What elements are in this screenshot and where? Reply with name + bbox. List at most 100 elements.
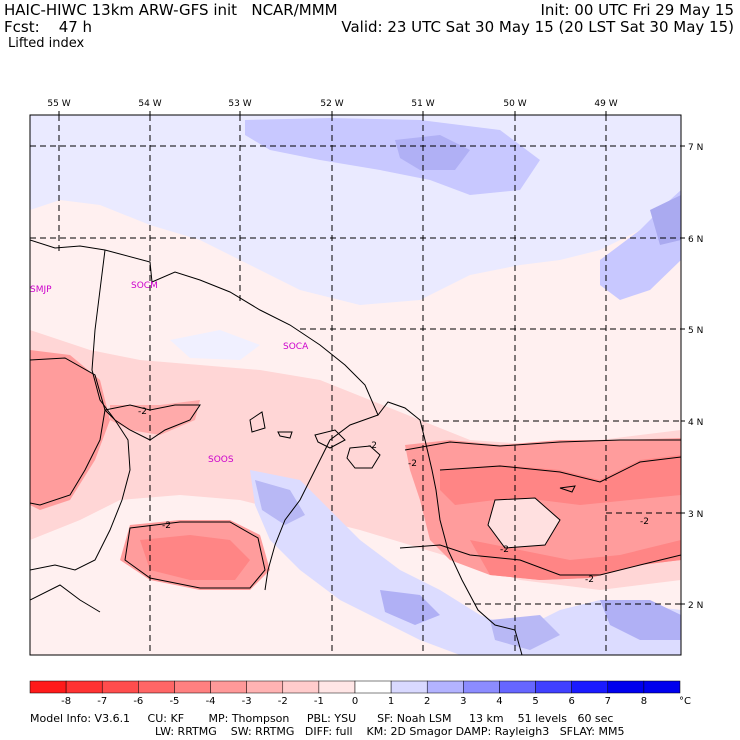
colorbar-swatch	[643, 680, 681, 694]
field-region-red-south-core	[140, 535, 250, 580]
lat-label: 3 N	[688, 510, 703, 520]
valid-line: Valid: 23 UTC Sat 30 May 15 (20 LST Sat …	[341, 18, 734, 36]
coastline-west	[30, 239, 106, 251]
colorbar-swatch	[535, 680, 572, 694]
colorbar-swatch	[210, 680, 247, 694]
map-frame	[29, 114, 682, 656]
colorbar-tick-label: 3	[460, 696, 466, 707]
contour-label: -2	[408, 459, 417, 469]
contour-line	[439, 456, 681, 483]
lifted-index-field	[30, 115, 681, 655]
field-region-red-east-south	[470, 540, 681, 580]
region-label-soos: SOOS	[208, 455, 234, 465]
colorbar-swatch	[390, 680, 428, 694]
contour-line	[103, 404, 201, 441]
contour-line	[346, 445, 381, 469]
colorbar-tick-label: 8	[641, 696, 647, 707]
region-label-soca: SOCA	[283, 342, 309, 352]
contour-label: -2	[162, 521, 171, 531]
field-region-blue-4	[650, 195, 681, 245]
colorbar-swatch	[174, 680, 211, 694]
lat-labels: 7 N 6 N 5 N 4 N 3 N 2 N	[688, 143, 703, 611]
region-label-socm: SOCM	[131, 281, 158, 291]
field-region-blue-6	[380, 590, 440, 625]
colorbar-swatch	[65, 680, 103, 694]
field-region-red-west	[30, 350, 110, 510]
field-region-red-east-core	[440, 455, 681, 505]
field-name: Lifted index	[8, 36, 85, 51]
colorbar-tick-label: -4	[206, 696, 216, 707]
footer-model-info: Model Info: V3.6.1 CU: KF MP: Thompson P…	[30, 712, 614, 725]
contour-line	[124, 521, 266, 589]
coastline-borders	[30, 239, 523, 655]
contour-line	[249, 411, 266, 433]
field-region-blue-2	[395, 135, 470, 170]
colorbar-swatch	[101, 680, 139, 694]
init-line: Init: 00 UTC Fri 29 May 15	[540, 1, 734, 19]
colorbar-tick-label: -3	[242, 696, 252, 707]
border-french-guiana-brazil	[264, 414, 379, 591]
colorbar-swatch	[138, 680, 175, 694]
colorbar-tick-label: -5	[169, 696, 179, 707]
lat-ticks	[681, 145, 685, 605]
contour-lines	[30, 357, 681, 589]
graticule	[30, 115, 681, 655]
lon-labels: 55 W 54 W 53 W 52 W 51 W 50 W 49 W	[47, 99, 617, 109]
fcst-line: Fcst: 47 h	[4, 18, 93, 36]
lon-label: 54 W	[138, 99, 161, 109]
lon-ticks	[58, 111, 607, 115]
lon-label: 49 W	[594, 99, 617, 109]
lat-label: 2 N	[688, 601, 703, 611]
header-left: HAIC-HIWC 13km ARW-GFS init NCAR/MMM Fcs…	[4, 2, 338, 36]
contour-label: -2	[500, 545, 509, 555]
colorbar-tick-label: 4	[496, 696, 502, 707]
colorbar-tick-label: -7	[97, 696, 107, 707]
lon-label: 55 W	[47, 99, 70, 109]
contour-label: -2	[368, 441, 377, 451]
lon-label: 53 W	[228, 99, 251, 109]
colorbar-swatch	[246, 680, 284, 694]
contour-labels: -2 -2 -2 -2 -2 -2 -2	[138, 407, 649, 585]
contour-line	[30, 357, 106, 506]
colorbar-ticks: -8 -7 -6 -5 -4 -3 -2 -1 0 1 2 3 4 5 6 7 8	[61, 696, 647, 707]
header-right: Init: 00 UTC Fri 29 May 15 Valid: 23 UTC…	[341, 2, 734, 36]
lon-label: 51 W	[411, 99, 434, 109]
contour-label: -2	[640, 517, 649, 527]
field-region-blue-south	[250, 470, 681, 655]
field-region-blue-7	[490, 615, 560, 650]
lon-label: 52 W	[320, 99, 343, 109]
colorbar-tick-label: 5	[532, 696, 538, 707]
colorbar-unit: °C	[679, 696, 691, 707]
footer-physics-info: LW: RRTMG SW: RRTMG DIFF: full KM: 2D Sm…	[155, 725, 625, 738]
colorbar-tick-label: 2	[424, 696, 430, 707]
lat-label: 7 N	[688, 143, 703, 153]
coastline	[104, 249, 523, 655]
lat-label: 6 N	[688, 235, 703, 245]
colorbar-swatch	[426, 680, 464, 694]
contour-line	[277, 431, 293, 439]
contour-line	[559, 485, 576, 493]
colorbar-tick-label: -6	[133, 696, 143, 707]
field-region-red-2	[110, 400, 200, 435]
lon-label: 50 W	[503, 99, 526, 109]
region-labels: SMJP SOCM SOCA SOOS	[30, 281, 309, 465]
colorbar-tick-label: 7	[605, 696, 611, 707]
colorbar-swatch	[607, 680, 645, 694]
colorbar-swatch	[318, 680, 356, 694]
colorbar-swatch	[499, 680, 536, 694]
colorbar-tick-label: 0	[352, 696, 358, 707]
colorbar-swatch	[29, 680, 67, 694]
field-region-blue-8	[600, 600, 681, 640]
field-region-blue-5	[255, 480, 305, 525]
colorbar-swatch	[463, 680, 500, 694]
field-region-east-hole	[488, 498, 560, 548]
colorbar-swatch	[354, 680, 392, 694]
contour-label: -2	[138, 407, 147, 417]
contour-line	[404, 439, 681, 451]
contour-line	[399, 544, 681, 576]
colorbar-tick-label: -1	[314, 696, 324, 707]
colorbar-tick-label: 6	[568, 696, 574, 707]
border-suriname-french-guiana	[30, 249, 131, 571]
region-label-smjp: SMJP	[30, 285, 52, 295]
